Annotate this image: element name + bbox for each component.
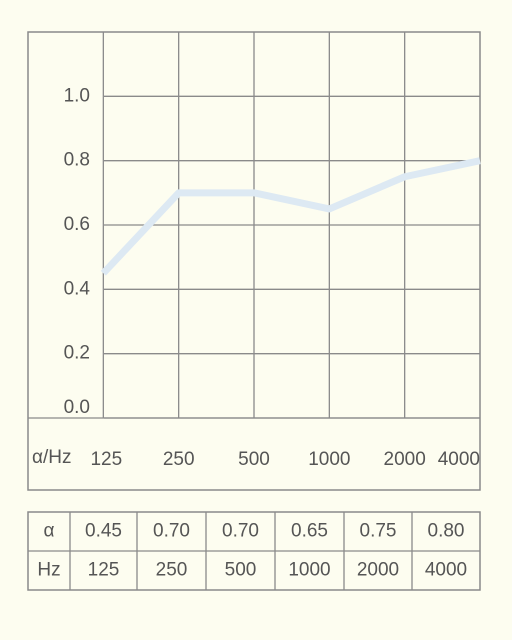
table-cell: 0.75: [360, 521, 397, 542]
y-tick-label: 0.8: [64, 150, 90, 171]
x-tick-label: 250: [163, 449, 195, 470]
x-tick-label: 500: [238, 449, 270, 470]
table-cell: 0.70: [222, 521, 259, 542]
data-line: [100, 157, 481, 276]
table-cell: 1000: [288, 560, 330, 581]
y-tick-label: 0.6: [64, 214, 90, 235]
table-cell: 0.80: [428, 521, 465, 542]
table-cell: 2000: [357, 560, 399, 581]
table-cell: 500: [225, 560, 257, 581]
y-tick-label: 0.2: [64, 343, 90, 364]
table-cell: 0.70: [153, 521, 190, 542]
x-tick-label: 1000: [308, 449, 350, 470]
y-tick-label: 0.0: [64, 397, 90, 418]
table-cell: Hz: [37, 560, 60, 581]
table-cell: 0.45: [85, 521, 122, 542]
table-cell: 4000: [425, 560, 467, 581]
y-tick-label: 1.0: [64, 85, 90, 106]
x-axis-label: α/Hz: [32, 447, 71, 468]
table-cell: 125: [88, 560, 120, 581]
table-cell: 0.65: [291, 521, 328, 542]
table-cell: 250: [156, 560, 188, 581]
y-tick-label: 0.4: [64, 278, 91, 299]
table-cell: α: [44, 521, 55, 542]
x-tick-label: 125: [90, 449, 122, 470]
x-tick-label: 2000: [384, 449, 426, 470]
x-tick-label: 4000: [438, 449, 480, 470]
